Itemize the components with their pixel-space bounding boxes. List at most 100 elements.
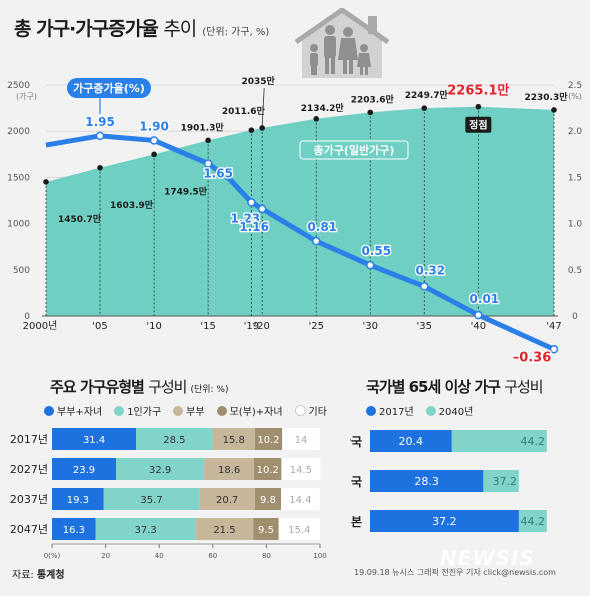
area-series-label: 총가구(일반가구) (314, 143, 395, 157)
stack-segment (116, 458, 205, 480)
bar-2017 (370, 510, 519, 532)
area-label-badge (299, 140, 409, 160)
growth-rate-label: 0.55 (361, 244, 391, 258)
elderly-legend: 2017년 2040년 (366, 403, 473, 418)
stack-segment (282, 428, 320, 450)
row-label: 2017년 (10, 433, 48, 446)
left-axis-unit: (가구) (16, 92, 37, 101)
x-tick-label: 40 (155, 552, 164, 560)
growth-rate-point (474, 310, 483, 320)
growth-rate-label: 0.32 (415, 263, 445, 277)
growth-rate-label: 1.95 (85, 115, 115, 129)
stack-segment (52, 428, 137, 450)
household-type-legend: 부부+자녀 1인가구 부부 모(부)+자녀 기타 (44, 403, 327, 418)
growth-rate-label: 1.90 (139, 119, 169, 133)
stack-segment (212, 428, 255, 450)
stack-segment (254, 488, 282, 510)
legend-dot-2040 (425, 405, 436, 416)
households-value-label: 2203.6만 (351, 93, 395, 105)
households-point (97, 164, 103, 171)
source-note: 자료: 통계청 (12, 570, 65, 581)
country-label: 일본 (350, 515, 362, 529)
x-tick-label: 80 (262, 552, 271, 560)
segment-label: 10.2 (257, 465, 279, 476)
growth-rate-point (257, 204, 267, 214)
households-point (551, 107, 557, 113)
x-tick-label: '20 (254, 321, 269, 332)
stack-segment (52, 458, 117, 480)
x-tick-label: '19 (244, 321, 259, 332)
stack-segment (103, 488, 200, 510)
peak-label: 정점 (469, 119, 487, 132)
households-value-label: 2134.2만 (301, 102, 345, 114)
segment-label: 16.3 (63, 525, 85, 536)
segment-label: 35.7 (140, 495, 162, 506)
growth-rate-line (45, 133, 556, 352)
segment-label: 21.5 (213, 525, 235, 536)
segment-label: 15.4 (288, 525, 310, 536)
households-value-label: 1603.9만 (110, 199, 154, 211)
right-axis-tick: 1.0 (568, 220, 583, 230)
segment-label: 32.9 (149, 465, 171, 476)
x-tick-label: 60 (208, 552, 217, 560)
households-point (259, 125, 265, 131)
households-value-label: 1901.3만 (181, 121, 225, 133)
x-tick-label: 100 (313, 552, 326, 560)
segment-label: 19.3 (67, 495, 89, 506)
elderly-title: 국가별 65세 이상 가구 구성비 (366, 378, 544, 396)
growth-rate-point (95, 131, 105, 141)
growth-rate-label: –0.36 (513, 350, 552, 365)
segment-label: 31.4 (83, 435, 105, 446)
segment-label: 9.8 (260, 495, 276, 506)
stack-segment (52, 518, 96, 540)
growth-rate-point (247, 198, 256, 207)
country-label: 한국 (350, 434, 362, 449)
households-point (367, 109, 374, 116)
country-label: 영국 (350, 474, 362, 489)
growth-rate-label: 0.01 (470, 292, 500, 306)
households-value-label: 1450.7만 (58, 213, 102, 225)
newsis-watermark-logo: NEWSIS (440, 546, 535, 570)
households-value-label: 2230.3만 (524, 91, 568, 103)
household-type-stacked-chart: 2017년 31.4 28.5 15.8 10.2 14 2027년 23.9 32.9 18.6… (10, 428, 327, 560)
left-axis-tick: 1500 (7, 173, 30, 183)
x-tick-label: '10 (146, 321, 161, 332)
households-value-label: 2035만 (241, 75, 275, 87)
households-value-label: 2265.1만 (447, 83, 509, 99)
growth-rate-label: 1.16 (239, 220, 269, 234)
stack-segment (136, 428, 213, 450)
label-leader (261, 87, 265, 126)
households-value-label: 1749.5만 (164, 185, 208, 197)
stack-segment (204, 458, 255, 480)
segment-label: 15.8 (223, 435, 245, 446)
elderly-household-chart: 한국 20.4 44.2 영국 28.3 37.2 일본 37.2 44.2 (350, 430, 547, 532)
segment-label: 28.5 (163, 435, 185, 446)
legend-dot-couple (173, 405, 184, 416)
row-label: 2037년 (10, 493, 48, 506)
credit-line: 19.09.18 뉴시스 그래픽 전진우 기자 click@newsis.com (354, 568, 556, 577)
x-tick-label: '25 (308, 321, 323, 332)
row-label: 2027년 (10, 463, 48, 476)
segment-label: 18.6 (218, 465, 240, 476)
growth-rate-label: 1.23 (231, 211, 261, 225)
right-axis-tick: 0 (572, 312, 578, 322)
x-tick-label: 2000년 (23, 320, 58, 332)
left-axis-tick: 0 (24, 312, 30, 322)
value-label-2040: 44.2 (521, 515, 546, 528)
value-label-2017: 28.3 (414, 475, 439, 488)
rate-label-badge (67, 78, 151, 98)
row-label: 2047년 (10, 523, 48, 536)
legend-dot-2017 (366, 405, 376, 416)
stack-segment (254, 458, 282, 480)
stack-segment (95, 518, 196, 540)
family-house-icon (294, 8, 390, 78)
segment-label: 23.9 (73, 465, 95, 476)
x-tick-label: 0(%) (44, 552, 61, 560)
household-type-title: 주요 가구유형별 구성비 (단위: %) (50, 378, 229, 396)
left-axis-tick: 500 (13, 266, 30, 276)
segment-label: 20.7 (216, 495, 238, 506)
x-tick-label: '05 (92, 321, 107, 332)
households-point (475, 103, 482, 110)
left-axis-tick: 1000 (7, 220, 30, 230)
bar-2017 (370, 470, 484, 492)
